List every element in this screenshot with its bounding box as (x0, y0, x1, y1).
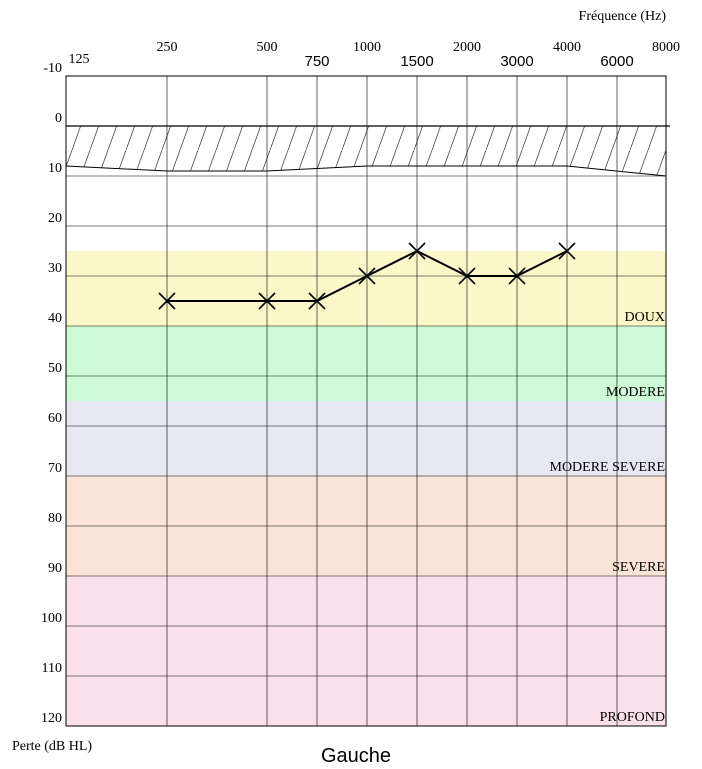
data-point (408, 242, 426, 260)
zone-label-2: MODERE SEVERE (550, 460, 666, 475)
x-tick-label: 3000 (500, 53, 533, 70)
data-point (508, 267, 526, 285)
x-tick-label: 250 (157, 40, 178, 55)
zone-4 (66, 576, 666, 726)
severity-zones: DOUX MODERE MODERE SEVERE SEVERE PROFOND (66, 251, 666, 726)
plot-frame (65, 75, 667, 727)
x-tick-label: 6000 (600, 53, 633, 70)
y-tick-label: 120 (41, 711, 62, 726)
y-tick-label: 110 (42, 661, 62, 676)
x-tick-label: 2000 (453, 40, 481, 55)
zone-label-0: DOUX (625, 310, 665, 325)
zone-label-4: PROFOND (600, 710, 665, 725)
x-tick-label: 500 (257, 40, 278, 55)
grid (65, 75, 667, 727)
x-axis-title: Fréquence (Hz) (579, 9, 667, 24)
x-tick-label: 125 (69, 52, 90, 67)
normal-hearing-band (65, 125, 670, 177)
y-tick-label: 70 (48, 461, 62, 476)
y-tick-label: 40 (48, 311, 62, 326)
x-tick-label: 1500 (400, 53, 433, 70)
chart-title: Gauche (321, 745, 391, 767)
x-tick-label: 1000 (353, 40, 381, 55)
y-axis-title: Perte (dB HL) (12, 739, 92, 754)
y-tick-label: 80 (48, 511, 62, 526)
y-tick-label: 60 (48, 411, 62, 426)
series-line (167, 249, 568, 302)
y-tick-label: 0 (55, 111, 62, 126)
data-point (308, 292, 326, 310)
normal-band-hatch (66, 126, 666, 176)
series-left-ear (158, 242, 576, 310)
x-tick-label: 8000 (652, 40, 680, 55)
data-point (258, 292, 276, 310)
zone-0 (66, 251, 666, 326)
y-tick-label: 10 (48, 161, 62, 176)
x-tick-label: 750 (304, 53, 329, 70)
axis-labels: -10 0 10 20 30 40 50 60 70 80 90 100 110 120 250 500 100… (41, 40, 680, 726)
y-tick-label: -10 (43, 61, 62, 76)
y-tick-label: 90 (48, 561, 62, 576)
y-tick-label: 100 (41, 611, 62, 626)
y-tick-label: 30 (48, 261, 62, 276)
data-point (458, 267, 476, 285)
zone-label-3: SEVERE (612, 560, 665, 575)
zone-1 (66, 326, 666, 401)
data-point (358, 267, 376, 285)
data-point (558, 242, 576, 260)
zone-2 (66, 401, 666, 476)
normal-band-lower-line (65, 165, 667, 177)
zone-label-1: MODERE (606, 385, 665, 400)
y-tick-label: 50 (48, 361, 62, 376)
x-tick-label: 4000 (553, 40, 581, 55)
y-tick-label: 20 (48, 211, 62, 226)
data-point (158, 292, 176, 310)
